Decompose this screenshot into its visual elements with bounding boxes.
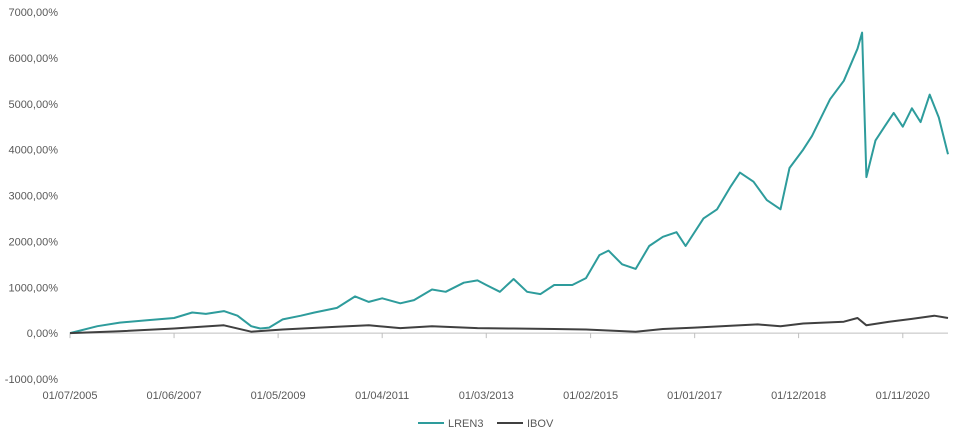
x-tick-label: 01/02/2015 [563, 390, 618, 402]
y-tick-label: 7000,00% [8, 7, 58, 19]
x-axis: 01/07/2005 01/06/2007 01/05/2009 01/04/2011… [42, 332, 948, 402]
y-tick-label: 6000,00% [8, 53, 58, 65]
y-tick-label: 4000,00% [8, 145, 58, 157]
x-tick-label: 01/12/2018 [771, 390, 826, 402]
x-tick-label: 01/05/2009 [251, 390, 306, 402]
y-tick-label: 2000,00% [8, 236, 58, 248]
series-line-lren3 [69, 31, 949, 335]
y-tick-label: 5000,00% [8, 99, 58, 111]
x-tick-label: 01/06/2007 [147, 390, 202, 402]
x-tick-label: 01/07/2005 [42, 390, 97, 402]
y-tick-label: -1000,00% [5, 374, 58, 386]
plot-area [69, 31, 949, 335]
x-tick-label: 01/04/2011 [355, 390, 409, 402]
x-tick-label: 01/03/2013 [459, 390, 514, 402]
y-tick-label: 0,00% [27, 328, 58, 340]
y-axis-ticks: -1000,00% 0,00% 1000,00% 2000,00% 3000,00% 40… [5, 7, 58, 386]
legend-label-lren3: LREN3 [448, 418, 483, 430]
y-tick-label: 3000,00% [8, 191, 58, 203]
x-tick-label: 01/11/2020 [876, 390, 930, 402]
y-tick-label: 1000,00% [8, 282, 58, 294]
series-line-ibov [69, 314, 949, 335]
legend: LREN3 IBOV [418, 418, 554, 430]
x-tick-label: 01/01/2017 [667, 390, 722, 402]
legend-label-ibov: IBOV [527, 418, 554, 430]
